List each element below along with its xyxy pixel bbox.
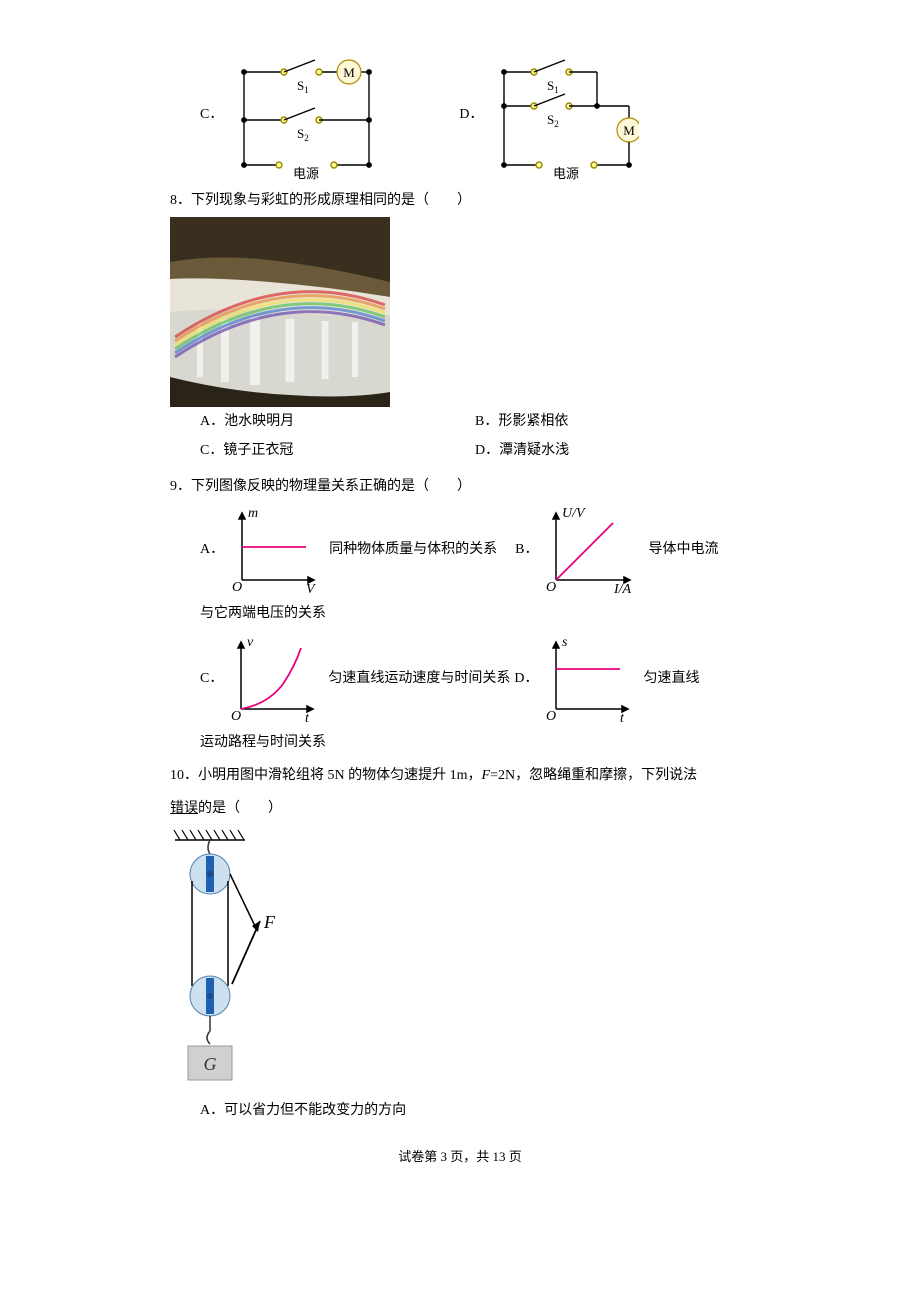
q9-row-cd: C． O v t 匀速直线运动速度与时间关系 D． O s t 匀速直线 <box>170 634 750 724</box>
q7-d-label: D． <box>429 102 489 127</box>
q9-graph-d: O s t <box>538 634 633 724</box>
q8-option-a: A．池水映明月 <box>200 407 475 436</box>
svg-text:F: F <box>263 912 276 932</box>
svg-text:v: v <box>247 635 254 650</box>
q9-a-desc: 同种物体质量与体积的关系 <box>319 537 497 562</box>
svg-text:O: O <box>231 709 241 724</box>
circuit-d-diagram: M S1 S2 电源 <box>489 50 639 180</box>
pulley-diagram: F G <box>170 826 280 1096</box>
q8-stem: 8．下列现象与彩虹的形成原理相同的是（ ） <box>170 188 750 213</box>
q9-d-continuation: 运动路程与时间关系 <box>170 730 750 755</box>
circuit-c-diagram: M S1 S2 电源 <box>229 50 379 180</box>
q7-option-c: C． <box>170 50 379 180</box>
svg-text:电源: 电源 <box>553 166 579 180</box>
q8-option-d: D．潭清疑水浅 <box>475 436 750 465</box>
svg-text:S1: S1 <box>547 78 559 95</box>
q9-row-ab: A． O m V 同种物体质量与体积的关系 B． O U/V I/A 导体中电流 <box>170 505 750 595</box>
q9-stem: 9．下列图像反映的物理量关系正确的是（ ） <box>170 474 750 499</box>
q10-options: A．可以省力但不能改变力的方向 <box>170 1096 750 1125</box>
svg-text:S2: S2 <box>547 112 559 129</box>
q9-d-desc: 匀速直线 <box>633 666 699 691</box>
source-label: 电源 <box>293 166 319 180</box>
q9-a-label: A． <box>170 537 224 562</box>
svg-text:O: O <box>546 709 556 724</box>
svg-text:t: t <box>620 711 625 724</box>
svg-text:s: s <box>562 635 568 650</box>
svg-text:S1: S1 <box>297 78 309 95</box>
q9-c-label: C． <box>170 666 223 691</box>
q9-d-label: D． <box>510 666 538 691</box>
q9-b-continuation: 与它两端电压的关系 <box>170 601 750 626</box>
svg-text:S2: S2 <box>297 126 309 143</box>
svg-text:O: O <box>546 580 556 595</box>
rainbow-waterfall-photo <box>170 217 390 407</box>
q9-graph-b: O U/V I/A <box>538 505 638 595</box>
q8-option-c: C．镜子正衣冠 <box>200 436 475 465</box>
q8-options: A．池水映明月 B．形影紧相依 C．镜子正衣冠 D．潭清疑水浅 <box>170 407 750 465</box>
q9-graph-a: O m V <box>224 505 319 595</box>
q9-c-desc: 匀速直线运动速度与时间关系 <box>318 666 510 691</box>
q9-b-label: B． <box>497 537 538 562</box>
q10-option-a: A．可以省力但不能改变力的方向 <box>200 1096 750 1125</box>
q10-stem: 10．小明用图中滑轮组将 5N 的物体匀速提升 1m，F=2N，忽略绳重和摩擦，… <box>170 763 750 788</box>
page-footer: 试卷第 3 页，共 13 页 <box>170 1145 750 1168</box>
q9-b-desc: 导体中电流 <box>638 537 718 562</box>
q8-option-b: B．形影紧相依 <box>475 407 750 436</box>
q10-stem-line2: 错误的是（ ） <box>170 796 750 821</box>
svg-text:t: t <box>305 711 310 724</box>
motor-label: M <box>344 65 356 80</box>
svg-text:I/A: I/A <box>613 582 632 595</box>
q9-graph-c: O v t <box>223 634 318 724</box>
svg-text:U/V: U/V <box>562 506 586 521</box>
q7-options-row: C． <box>170 50 750 180</box>
svg-text:O: O <box>232 580 242 595</box>
svg-text:G: G <box>204 1054 217 1074</box>
svg-text:V: V <box>306 582 316 595</box>
svg-text:M: M <box>624 123 636 138</box>
q7-c-label: C． <box>170 102 229 127</box>
q7-option-d: D． <box>429 50 639 180</box>
svg-text:m: m <box>248 506 258 521</box>
